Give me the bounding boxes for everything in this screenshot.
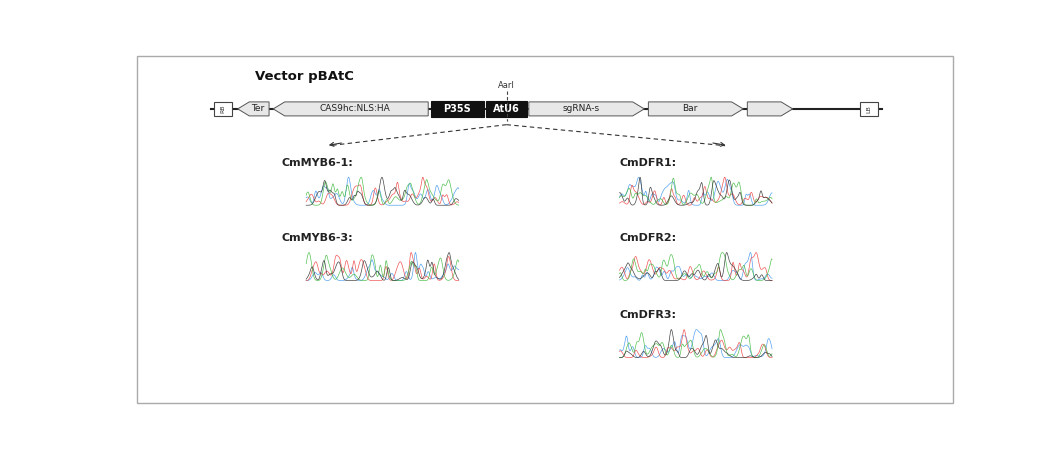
Text: CmDFR1:: CmDFR1: <box>619 158 677 168</box>
Text: LB: LB <box>867 105 871 113</box>
FancyBboxPatch shape <box>431 101 484 116</box>
Polygon shape <box>273 102 428 116</box>
Polygon shape <box>237 102 269 116</box>
Text: sgRNA-s: sgRNA-s <box>562 104 599 113</box>
Text: CmMYB6-1:: CmMYB6-1: <box>281 158 353 168</box>
FancyBboxPatch shape <box>861 101 879 116</box>
Polygon shape <box>648 102 743 116</box>
Text: Vector pBAtC: Vector pBAtC <box>255 71 354 83</box>
Text: P35S: P35S <box>444 104 471 114</box>
Polygon shape <box>747 102 793 116</box>
Text: Ter: Ter <box>251 104 265 113</box>
FancyBboxPatch shape <box>486 101 527 116</box>
Text: CAS9hc:NLS:HA: CAS9hc:NLS:HA <box>320 104 390 113</box>
Text: RB: RB <box>220 105 226 113</box>
Text: CmDFR3:: CmDFR3: <box>619 310 677 320</box>
Polygon shape <box>529 102 644 116</box>
Text: CmDFR2:: CmDFR2: <box>619 233 677 243</box>
FancyBboxPatch shape <box>214 101 232 116</box>
Text: AtU6: AtU6 <box>494 104 520 114</box>
Text: AarI: AarI <box>498 81 515 90</box>
Text: CmMYB6-3:: CmMYB6-3: <box>281 233 353 243</box>
Text: Bar: Bar <box>682 104 698 113</box>
